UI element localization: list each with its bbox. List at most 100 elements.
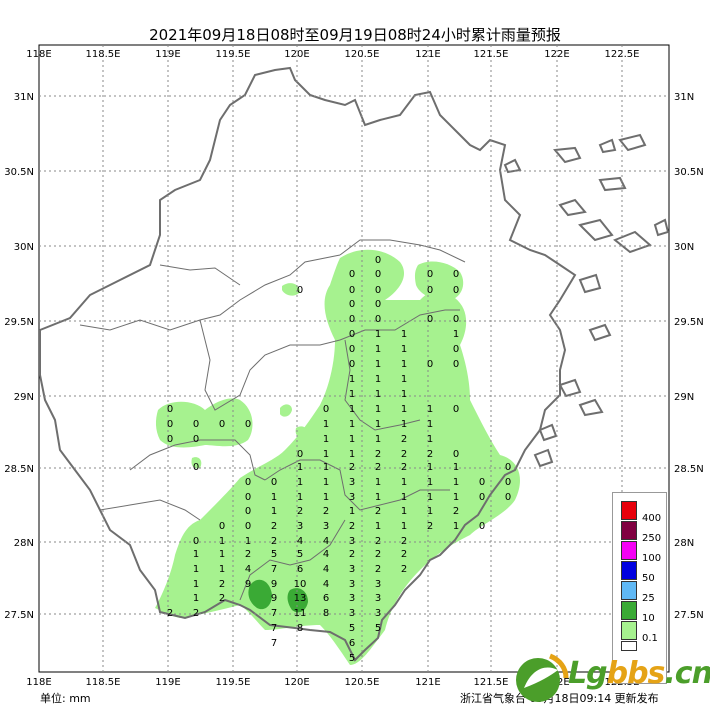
svg-text:1: 1 [297, 492, 303, 503]
svg-text:0: 0 [427, 314, 433, 325]
svg-text:2: 2 [245, 549, 251, 560]
svg-text:1: 1 [375, 374, 381, 385]
svg-text:2: 2 [375, 462, 381, 473]
svg-text:1: 1 [375, 434, 381, 445]
svg-text:0: 0 [323, 404, 329, 415]
svg-text:1: 1 [453, 521, 459, 532]
svg-text:13: 13 [294, 593, 307, 604]
svg-text:1: 1 [349, 419, 355, 430]
svg-text:1: 1 [427, 404, 433, 415]
y-tick-label: 29N [14, 392, 34, 403]
svg-text:3: 3 [349, 608, 355, 619]
svg-text:4: 4 [323, 549, 329, 560]
svg-text:0: 0 [297, 285, 303, 296]
svg-text:2: 2 [375, 506, 381, 517]
svg-text:1: 1 [193, 579, 199, 590]
legend-swatch [621, 541, 637, 560]
svg-text:2: 2 [349, 549, 355, 560]
x-tick-label: 120.5E [345, 49, 380, 60]
svg-text:0: 0 [349, 285, 355, 296]
svg-text:0: 0 [505, 462, 511, 473]
svg-text:1: 1 [401, 492, 407, 503]
svg-text:9: 9 [271, 593, 277, 604]
svg-text:2: 2 [349, 521, 355, 532]
issuer-label: 浙江省气象台 09月18日09:14 更新发布 [460, 692, 659, 705]
svg-text:0: 0 [427, 359, 433, 370]
x-tick-label: 119.5E [216, 677, 251, 688]
svg-text:0: 0 [193, 462, 199, 473]
legend-swatch-none [621, 641, 637, 651]
svg-text:2: 2 [401, 462, 407, 473]
svg-text:2: 2 [271, 521, 277, 532]
svg-text:3: 3 [349, 477, 355, 488]
svg-text:5: 5 [349, 623, 355, 634]
svg-text:1: 1 [375, 404, 381, 415]
svg-text:1: 1 [219, 564, 225, 575]
svg-text:0: 0 [349, 329, 355, 340]
legend-label: 50 [642, 573, 655, 584]
svg-text:1: 1 [453, 462, 459, 473]
watermark-logo: Lgbbs.cn [508, 648, 710, 708]
svg-text:7: 7 [271, 623, 277, 634]
svg-text:0: 0 [505, 492, 511, 503]
x-tick-label: 118E [26, 677, 51, 688]
x-tick-label: 119E [155, 49, 180, 60]
svg-text:5: 5 [375, 623, 381, 634]
legend-label: 25 [642, 593, 655, 604]
svg-text:0: 0 [505, 477, 511, 488]
svg-text:1: 1 [401, 389, 407, 400]
svg-text:7: 7 [271, 608, 277, 619]
svg-text:1: 1 [401, 477, 407, 488]
x-tick-label: 122E [544, 49, 569, 60]
x-tick-label: 119.5E [216, 49, 251, 60]
svg-text:1: 1 [401, 344, 407, 355]
svg-text:0: 0 [453, 404, 459, 415]
svg-text:2: 2 [323, 506, 329, 517]
x-tick-label: 118.5E [86, 677, 121, 688]
svg-text:0: 0 [349, 359, 355, 370]
watermark-accent: bbs [606, 656, 666, 691]
watermark-text: Lgbbs.cn [568, 656, 710, 691]
svg-text:2: 2 [297, 506, 303, 517]
svg-text:0: 0 [219, 521, 225, 532]
svg-text:0: 0 [453, 449, 459, 460]
svg-text:3: 3 [297, 521, 303, 532]
legend-swatch [621, 621, 637, 640]
legend-label: 100 [642, 553, 662, 564]
x-tick-label: 121E [415, 49, 440, 60]
svg-text:0: 0 [167, 434, 173, 445]
svg-text:0: 0 [479, 521, 485, 532]
svg-text:0: 0 [427, 269, 433, 280]
svg-text:1: 1 [349, 374, 355, 385]
svg-text:8: 8 [297, 623, 303, 634]
x-tick-label: 120.5E [345, 677, 380, 688]
svg-text:3: 3 [349, 492, 355, 503]
svg-text:3: 3 [375, 593, 381, 604]
legend-swatch [621, 521, 637, 540]
svg-text:0: 0 [193, 536, 199, 547]
svg-text:1: 1 [375, 492, 381, 503]
svg-text:2: 2 [271, 536, 277, 547]
svg-text:1: 1 [427, 419, 433, 430]
svg-text:2: 2 [427, 449, 433, 460]
legend-label: 250 [642, 533, 662, 544]
svg-text:1: 1 [323, 434, 329, 445]
svg-text:5: 5 [297, 549, 303, 560]
city-boundaries [79, 239, 466, 601]
svg-text:1: 1 [219, 536, 225, 547]
svg-text:11: 11 [294, 608, 307, 619]
svg-text:0: 0 [297, 449, 303, 460]
legend-swatch [621, 501, 637, 520]
x-tick-label: 119E [155, 677, 180, 688]
gridlines [39, 45, 669, 672]
svg-text:1: 1 [297, 462, 303, 473]
svg-text:5: 5 [349, 653, 355, 664]
svg-text:0: 0 [219, 419, 225, 430]
svg-text:1: 1 [323, 492, 329, 503]
svg-text:1: 1 [427, 477, 433, 488]
svg-text:0: 0 [349, 314, 355, 325]
svg-text:0: 0 [453, 314, 459, 325]
svg-text:2: 2 [219, 593, 225, 604]
svg-text:0: 0 [245, 521, 251, 532]
